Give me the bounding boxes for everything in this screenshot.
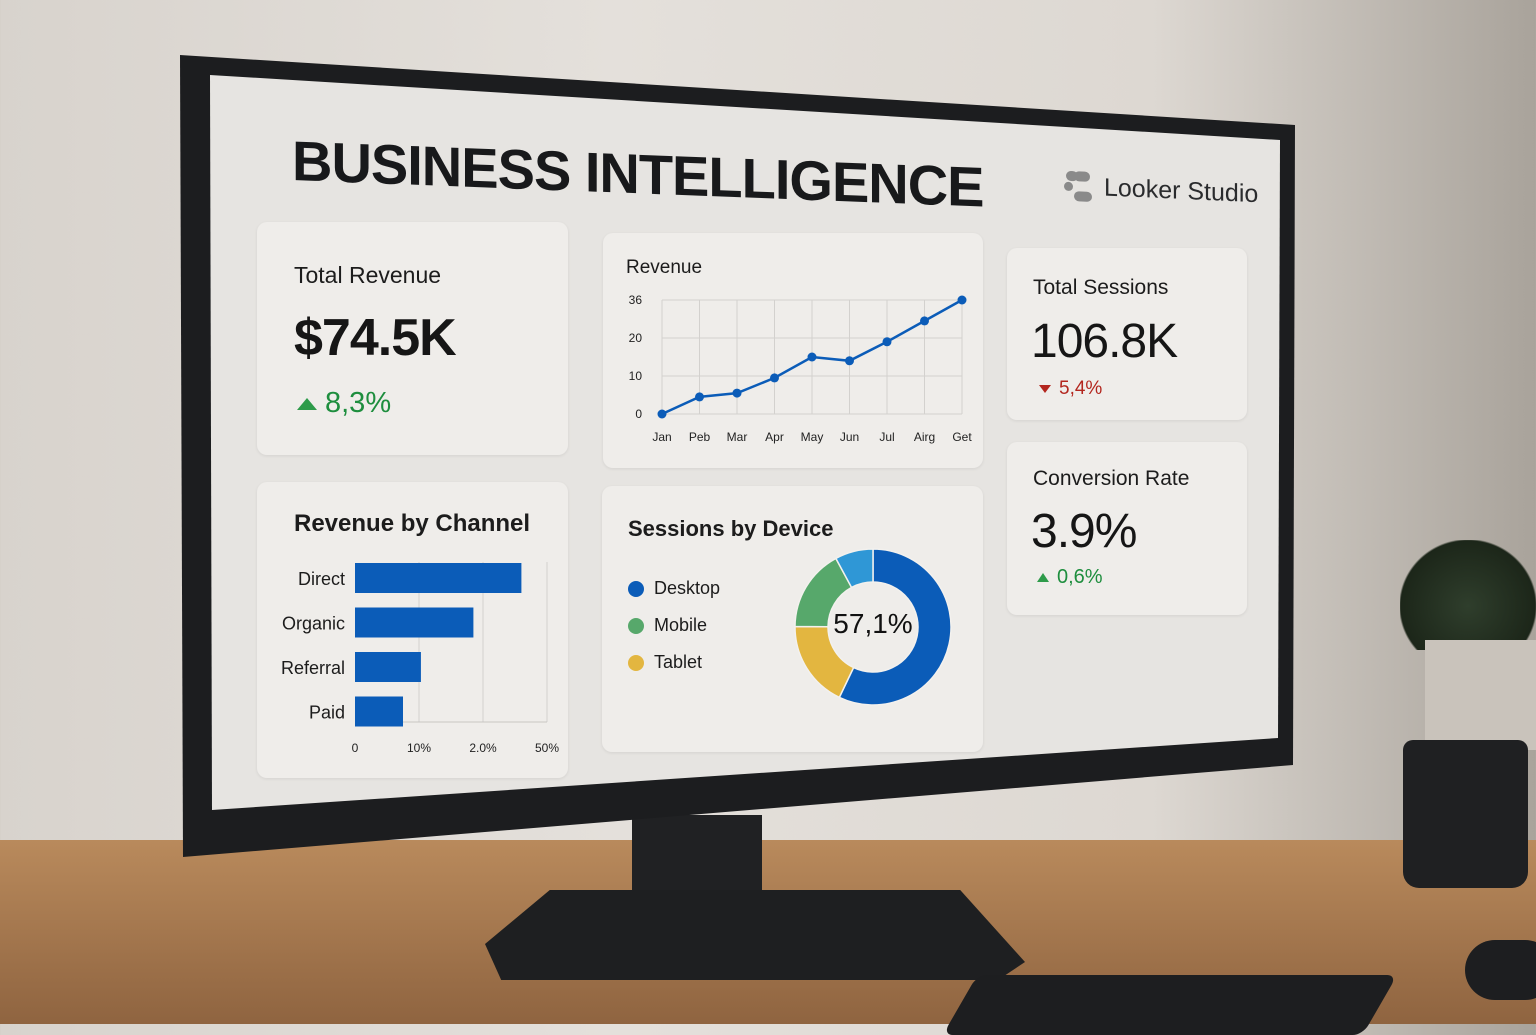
- legend-label: Mobile: [654, 615, 708, 635]
- legend-item-mobile: Mobile: [628, 615, 707, 636]
- chart-title: Revenue by Channel: [294, 510, 531, 537]
- donut-slice-other: [834, 548, 874, 589]
- data-point-apr: [770, 373, 779, 383]
- data-point-mar: [732, 388, 742, 398]
- y-tick-label: 0: [635, 407, 642, 421]
- kpi-value: 3.9%: [1031, 505, 1137, 558]
- monitor-stand-base: [485, 890, 1025, 980]
- y-tick-label: 10: [629, 369, 643, 383]
- data-point-jan: [657, 409, 667, 419]
- revenue-line-chart: 0 10 20 36 Jan Peb Mar Apr May Jun Jul Airg Get: [629, 293, 973, 444]
- kpi-delta: 5,4%: [1039, 378, 1102, 400]
- kpi-label: Total Revenue: [294, 262, 442, 288]
- mouse: [1465, 940, 1536, 1000]
- x-tick-label: Mar: [727, 430, 748, 444]
- kpi-value: 106.8K: [1031, 315, 1178, 368]
- chart-card-sessions-by-device[interactable]: Sessions by Device Desktop Mobile Tablet…: [602, 486, 983, 752]
- data-point-may: [807, 352, 817, 362]
- x-tick-label: Get: [952, 430, 972, 444]
- x-tick-label: 50%: [535, 741, 559, 755]
- sessions-by-device-donut-chart: [794, 548, 952, 706]
- arrow-down-icon: [1039, 385, 1051, 393]
- data-point-get: [957, 295, 967, 305]
- category-label: Organic: [282, 614, 345, 634]
- bar-paid: [355, 696, 403, 727]
- kpi-label: Total Sessions: [1033, 276, 1169, 299]
- x-tick-label: 2.0%: [469, 741, 497, 755]
- bar-referral: [355, 652, 421, 682]
- x-tick-label: Peb: [689, 430, 711, 444]
- bar-organic: [355, 607, 474, 638]
- plant-pot: [1425, 640, 1536, 750]
- legend-item-desktop: Desktop: [628, 578, 720, 599]
- kpi-delta: 8,3%: [297, 387, 391, 420]
- mug: [1403, 740, 1528, 888]
- kpi-value: $74.5K: [294, 309, 457, 367]
- keyboard: [942, 975, 1398, 1035]
- donut-center-label: 57,1%: [833, 608, 913, 639]
- data-point-peb: [695, 392, 704, 402]
- category-label: Referral: [281, 658, 345, 678]
- kpi-delta-value: 0,6%: [1057, 566, 1103, 588]
- x-tick-label: Jun: [840, 430, 859, 444]
- legend-label: Tablet: [654, 652, 703, 672]
- kpi-delta: 0,6%: [1037, 566, 1103, 589]
- data-point-airg: [920, 316, 929, 326]
- data-point-jun: [845, 356, 854, 366]
- revenue-by-channel-bar-chart: 0 10% 2.0% 50% Direct Organic Referral Paid: [281, 562, 559, 755]
- legend-label: Desktop: [654, 578, 721, 598]
- donut-slice-desktop: [838, 548, 952, 706]
- x-tick-label: Airg: [914, 430, 935, 444]
- kpi-delta-value: 5,4%: [1059, 378, 1103, 399]
- arrow-up-icon: [1037, 573, 1049, 582]
- kpi-delta-value: 8,3%: [325, 387, 392, 419]
- x-tick-label: Jul: [879, 430, 894, 444]
- x-tick-label: May: [801, 430, 824, 444]
- chart-title: Revenue: [626, 257, 703, 278]
- brand-name: Looker Studio: [1104, 172, 1259, 208]
- kpi-card-conversion-rate[interactable]: Conversion Rate 3.9% 0,6%: [1007, 442, 1247, 615]
- looker-studio-logo-icon: [1064, 170, 1092, 202]
- data-point-jul: [882, 337, 892, 347]
- arrow-up-icon: [297, 397, 317, 410]
- bar-direct: [355, 563, 522, 593]
- legend-swatch: [628, 617, 644, 634]
- x-tick-label: Jan: [652, 430, 671, 444]
- kpi-card-total-revenue[interactable]: Total Revenue $74.5K 8,3%: [257, 222, 568, 455]
- chart-card-revenue-by-channel[interactable]: Revenue by Channel 0 10% 2.0% 50% Direct Orga…: [257, 482, 568, 778]
- category-label: Direct: [298, 569, 345, 589]
- y-tick-label: 20: [629, 331, 643, 345]
- chart-title: Sessions by Device: [628, 516, 834, 541]
- x-tick-label: 0: [352, 741, 359, 755]
- x-tick-label: 10%: [407, 741, 431, 755]
- legend-swatch: [628, 580, 644, 597]
- kpi-label: Conversion Rate: [1033, 467, 1190, 490]
- kpi-card-total-sessions[interactable]: Total Sessions 106.8K 5,4%: [1007, 248, 1247, 420]
- chart-card-revenue[interactable]: Revenue 0 10 20 36 Jan Peb Mar Apr May Jun Jul Airg…: [603, 233, 983, 468]
- category-label: Paid: [309, 703, 345, 723]
- x-tick-label: Apr: [765, 430, 784, 444]
- y-tick-label: 36: [629, 293, 643, 307]
- plant: [1400, 540, 1536, 650]
- legend-item-tablet: Tablet: [628, 652, 702, 673]
- legend-swatch: [628, 654, 644, 671]
